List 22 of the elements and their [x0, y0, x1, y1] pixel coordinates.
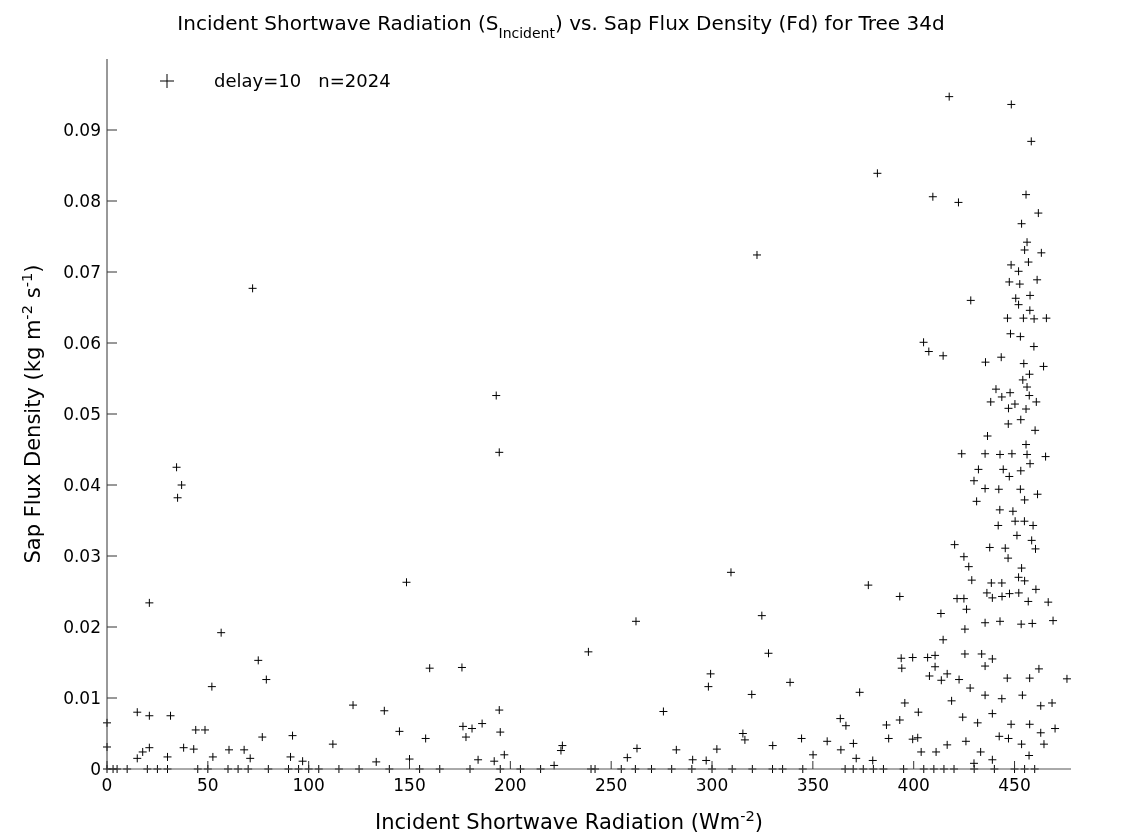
x-tick-label: 250: [594, 775, 628, 795]
y-tick-label: 0.02: [63, 616, 101, 637]
y-tick-label: 0.05: [63, 403, 101, 424]
x-tick-label: 350: [796, 775, 830, 795]
y-tick-label: 0.09: [63, 119, 101, 140]
x-tick-label: 300: [695, 775, 729, 795]
x-tick-label: 50: [197, 775, 219, 795]
y-tick-label: 0.01: [63, 687, 101, 708]
y-tick-label: 0.03: [63, 545, 101, 566]
y-tick-label: 0.06: [63, 332, 101, 353]
x-tick-label: 400: [897, 775, 930, 795]
x-tick-label: 450: [998, 775, 1031, 795]
y-tick-label: 0: [90, 758, 101, 779]
x-tick-label: 150: [393, 775, 426, 795]
chart-title: Incident Shortwave Radiation (S$_{Incident}$) vs. Sap Flux Density (Fd) for Tree 34d: [177, 11, 945, 41]
x-tick-label: 100: [292, 775, 325, 795]
x-tick-label: 200: [494, 775, 527, 795]
y-tick-label: 0.08: [63, 190, 101, 211]
y-tick-label: 0.04: [63, 474, 101, 495]
y-tick-label: 0.07: [63, 261, 101, 282]
legend-label: delay=10 n=2024: [214, 70, 391, 92]
x-axis-title: Incident Shortwave Radiation (Wm$^{-2}$): [375, 806, 763, 834]
